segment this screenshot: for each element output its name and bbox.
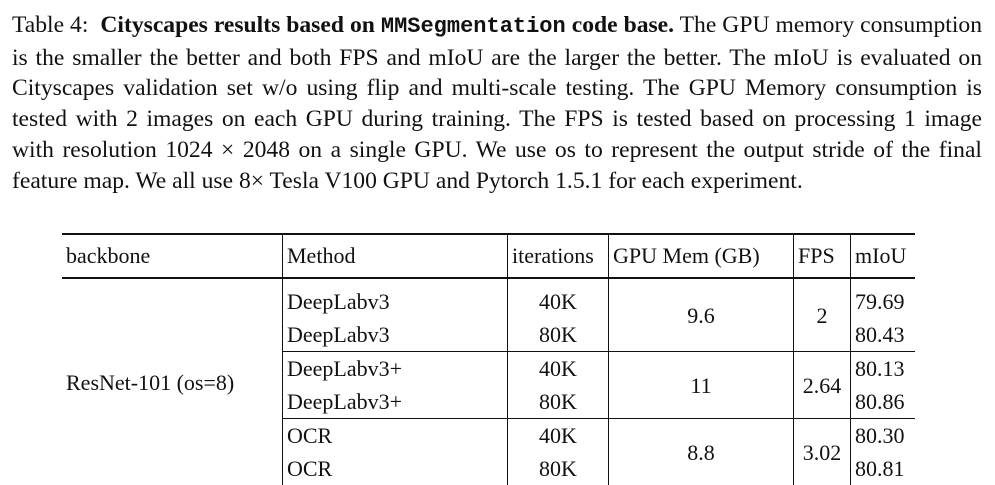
caption-title-part-2: code base. — [572, 12, 674, 38]
miou-cell: 80.81 — [851, 452, 916, 485]
results-table: backbone Method iterations GPU Mem (GB) … — [62, 233, 915, 485]
method-cell: DeepLabv3+ — [283, 385, 508, 419]
header-method: Method — [283, 234, 508, 278]
iterations-cell: 40K — [508, 419, 609, 453]
iterations-cell: 80K — [508, 318, 609, 352]
miou-cell: 80.43 — [851, 318, 916, 352]
method-cell: DeepLabv3 — [283, 318, 508, 352]
backbone-cell: ResNet-101 (os=8) — [62, 278, 283, 485]
miou-cell: 80.86 — [851, 385, 916, 419]
method-cell: DeepLabv3+ — [283, 352, 508, 386]
header-row: backbone Method iterations GPU Mem (GB) … — [62, 234, 915, 278]
gpu-mem-cell: 11 — [609, 352, 794, 419]
miou-cell: 80.13 — [851, 352, 916, 386]
miou-cell: 80.30 — [851, 419, 916, 453]
table-row: ResNet-101 (os=8) DeepLabv3 40K 9.6 2 79… — [62, 278, 915, 318]
method-cell: OCR — [283, 419, 508, 453]
header-gpu-mem: GPU Mem (GB) — [609, 234, 794, 278]
method-cell: OCR — [283, 452, 508, 485]
table-caption: Table 4: Cityscapes results based on MMS… — [12, 10, 982, 196]
gpu-mem-cell: 9.6 — [609, 278, 794, 352]
iterations-cell: 40K — [508, 352, 609, 386]
miou-cell: 79.69 — [851, 278, 916, 318]
fps-cell: 2 — [794, 278, 851, 352]
caption-label: Table 4: — [12, 12, 88, 38]
gpu-mem-cell: 8.8 — [609, 419, 794, 485]
fps-cell: 3.02 — [794, 419, 851, 485]
header-iterations: iterations — [508, 234, 609, 278]
iterations-cell: 80K — [508, 452, 609, 485]
iterations-cell: 80K — [508, 385, 609, 419]
header-miou: mIoU — [851, 234, 916, 278]
caption-title-code: MMSegmentation — [381, 14, 566, 39]
iterations-cell: 40K — [508, 278, 609, 318]
header-fps: FPS — [794, 234, 851, 278]
caption-title-part-1: Cityscapes results based on — [100, 12, 374, 38]
header-backbone: backbone — [62, 234, 283, 278]
fps-cell: 2.64 — [794, 352, 851, 419]
method-cell: DeepLabv3 — [283, 278, 508, 318]
caption-body: The GPU memory consumption is the smalle… — [12, 12, 982, 194]
